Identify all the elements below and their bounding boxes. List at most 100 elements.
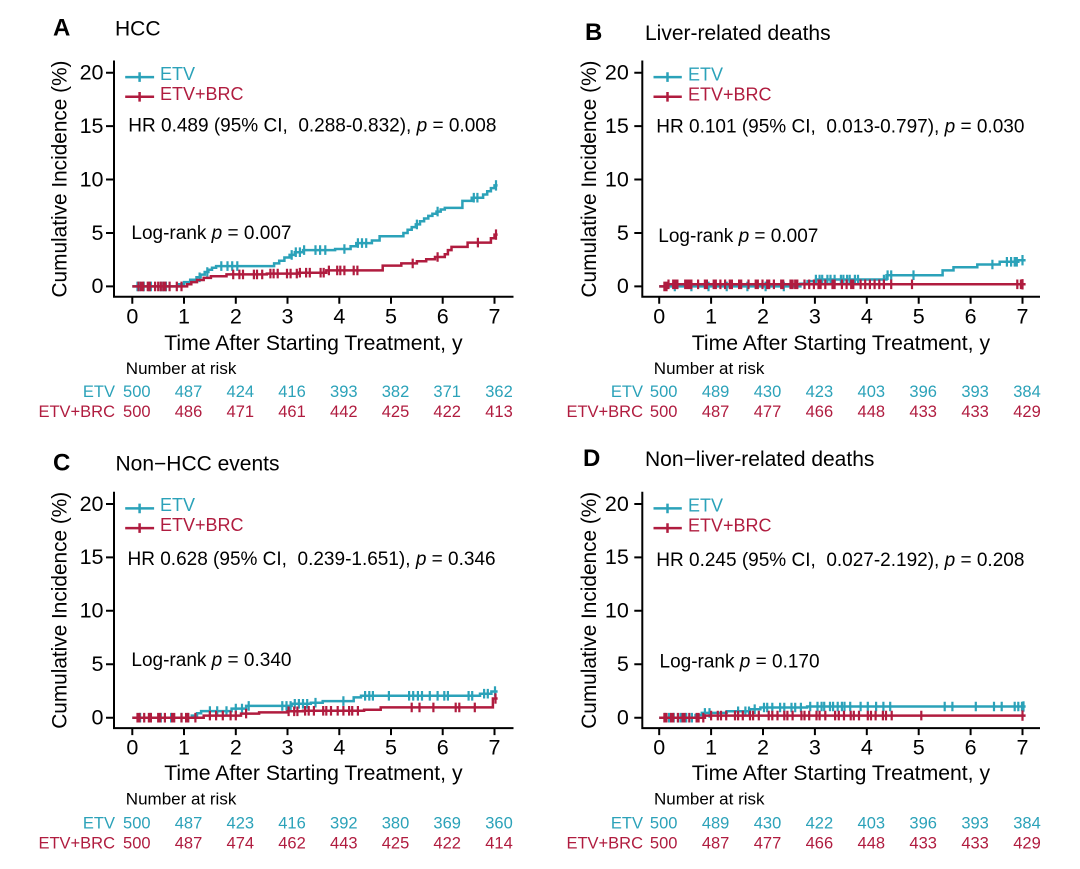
svg-text:393: 393 xyxy=(961,383,989,401)
svg-text:500: 500 xyxy=(650,383,678,401)
svg-text:0: 0 xyxy=(92,706,104,730)
svg-text:362: 362 xyxy=(485,383,513,401)
svg-text:Cumulative Incidence (%): Cumulative Incidence (%) xyxy=(49,61,72,298)
svg-text:429: 429 xyxy=(1013,834,1041,852)
svg-text:ETV+BRC: ETV+BRC xyxy=(688,516,772,536)
svg-text:HR 0.628 (95% CI, 0.239-1.651: HR 0.628 (95% CI, 0.239-1.651), p = 0.34… xyxy=(128,549,496,570)
svg-text:5: 5 xyxy=(385,304,397,328)
svg-text:403: 403 xyxy=(858,383,886,401)
svg-text:448: 448 xyxy=(858,403,886,421)
svg-text:7: 7 xyxy=(489,304,501,328)
svg-text:396: 396 xyxy=(909,815,937,833)
svg-text:3: 3 xyxy=(282,304,294,328)
svg-text:20: 20 xyxy=(80,492,104,516)
svg-text:Time After Starting Treatment,: Time After Starting Treatment, y xyxy=(692,762,991,785)
svg-text:ETV: ETV xyxy=(160,495,195,515)
svg-text:422: 422 xyxy=(433,834,461,852)
svg-text:HR 0.245 (95% CI, 0.027-2.192: HR 0.245 (95% CI, 0.027-2.192), p = 0.20… xyxy=(656,550,1024,571)
svg-text:429: 429 xyxy=(1013,403,1041,421)
svg-text:2: 2 xyxy=(230,304,242,328)
svg-text:3: 3 xyxy=(809,304,821,328)
svg-text:ETV+BRC: ETV+BRC xyxy=(38,834,115,852)
svg-text:500: 500 xyxy=(123,403,151,421)
svg-text:1: 1 xyxy=(705,736,717,760)
svg-text:B: B xyxy=(585,19,602,46)
svg-text:442: 442 xyxy=(330,403,358,421)
svg-text:425: 425 xyxy=(382,403,410,421)
svg-text:487: 487 xyxy=(702,834,730,852)
svg-text:5: 5 xyxy=(617,221,629,245)
svg-text:477: 477 xyxy=(754,834,782,852)
svg-text:ETV: ETV xyxy=(611,815,643,833)
svg-text:10: 10 xyxy=(80,167,104,191)
svg-text:500: 500 xyxy=(123,834,151,852)
svg-text:10: 10 xyxy=(80,599,104,623)
svg-text:416: 416 xyxy=(278,815,306,833)
svg-text:425: 425 xyxy=(382,834,410,852)
svg-text:2: 2 xyxy=(230,736,242,760)
svg-text:2: 2 xyxy=(757,304,769,328)
svg-text:392: 392 xyxy=(330,815,358,833)
svg-text:15: 15 xyxy=(80,114,104,138)
svg-text:ETV+BRC: ETV+BRC xyxy=(566,834,643,852)
svg-text:C: C xyxy=(53,450,70,477)
svg-text:384: 384 xyxy=(1013,383,1041,401)
svg-text:1: 1 xyxy=(178,304,190,328)
svg-text:466: 466 xyxy=(806,403,834,421)
svg-text:Non−liver-related deaths: Non−liver-related deaths xyxy=(645,448,874,471)
svg-text:416: 416 xyxy=(278,383,306,401)
svg-text:HCC: HCC xyxy=(115,18,161,41)
svg-text:487: 487 xyxy=(175,815,203,833)
svg-text:487: 487 xyxy=(702,403,730,421)
svg-text:433: 433 xyxy=(961,834,989,852)
svg-text:6: 6 xyxy=(965,304,977,328)
svg-text:443: 443 xyxy=(330,834,358,852)
svg-text:1: 1 xyxy=(705,304,717,328)
svg-text:461: 461 xyxy=(278,403,306,421)
svg-text:5: 5 xyxy=(617,652,629,676)
svg-text:396: 396 xyxy=(909,383,937,401)
svg-text:0: 0 xyxy=(126,736,138,760)
svg-text:0: 0 xyxy=(653,304,665,328)
svg-text:0: 0 xyxy=(92,274,104,298)
svg-text:ETV+BRC: ETV+BRC xyxy=(160,515,244,535)
svg-text:500: 500 xyxy=(123,383,151,401)
svg-text:422: 422 xyxy=(806,815,834,833)
svg-text:Non−HCC events: Non−HCC events xyxy=(116,453,280,476)
svg-text:500: 500 xyxy=(123,815,151,833)
svg-text:487: 487 xyxy=(175,383,203,401)
svg-text:ETV: ETV xyxy=(611,383,643,401)
svg-text:ETV: ETV xyxy=(688,64,723,84)
svg-text:500: 500 xyxy=(650,403,678,421)
svg-text:A: A xyxy=(53,15,70,42)
svg-text:4: 4 xyxy=(861,736,873,760)
svg-text:Time After Starting Treatment,: Time After Starting Treatment, y xyxy=(164,762,463,785)
svg-text:Log-rank p = 0.340: Log-rank p = 0.340 xyxy=(131,650,291,671)
svg-text:380: 380 xyxy=(382,815,410,833)
svg-text:ETV: ETV xyxy=(160,64,195,84)
svg-text:3: 3 xyxy=(809,736,821,760)
svg-text:ETV+BRC: ETV+BRC xyxy=(160,84,244,104)
svg-text:5: 5 xyxy=(385,736,397,760)
svg-text:430: 430 xyxy=(754,383,782,401)
svg-text:ETV: ETV xyxy=(688,496,723,516)
svg-text:HR 0.489 (95% CI, 0.288-0.832: HR 0.489 (95% CI, 0.288-0.832), p = 0.00… xyxy=(128,115,496,136)
svg-text:382: 382 xyxy=(382,383,410,401)
svg-text:Liver-related deaths: Liver-related deaths xyxy=(645,22,831,45)
svg-text:2: 2 xyxy=(757,736,769,760)
svg-text:422: 422 xyxy=(433,403,461,421)
svg-text:371: 371 xyxy=(433,383,461,401)
svg-text:7: 7 xyxy=(1017,304,1029,328)
svg-text:369: 369 xyxy=(433,815,461,833)
svg-text:384: 384 xyxy=(1013,815,1041,833)
svg-text:15: 15 xyxy=(605,114,629,138)
svg-text:0: 0 xyxy=(126,304,138,328)
svg-text:Time After Starting Treatment,: Time After Starting Treatment, y xyxy=(692,332,991,355)
svg-text:5: 5 xyxy=(92,652,104,676)
svg-text:7: 7 xyxy=(489,736,501,760)
svg-text:393: 393 xyxy=(330,383,358,401)
svg-text:1: 1 xyxy=(178,736,190,760)
svg-text:477: 477 xyxy=(754,403,782,421)
svg-text:500: 500 xyxy=(650,834,678,852)
svg-text:ETV+BRC: ETV+BRC xyxy=(566,403,643,421)
